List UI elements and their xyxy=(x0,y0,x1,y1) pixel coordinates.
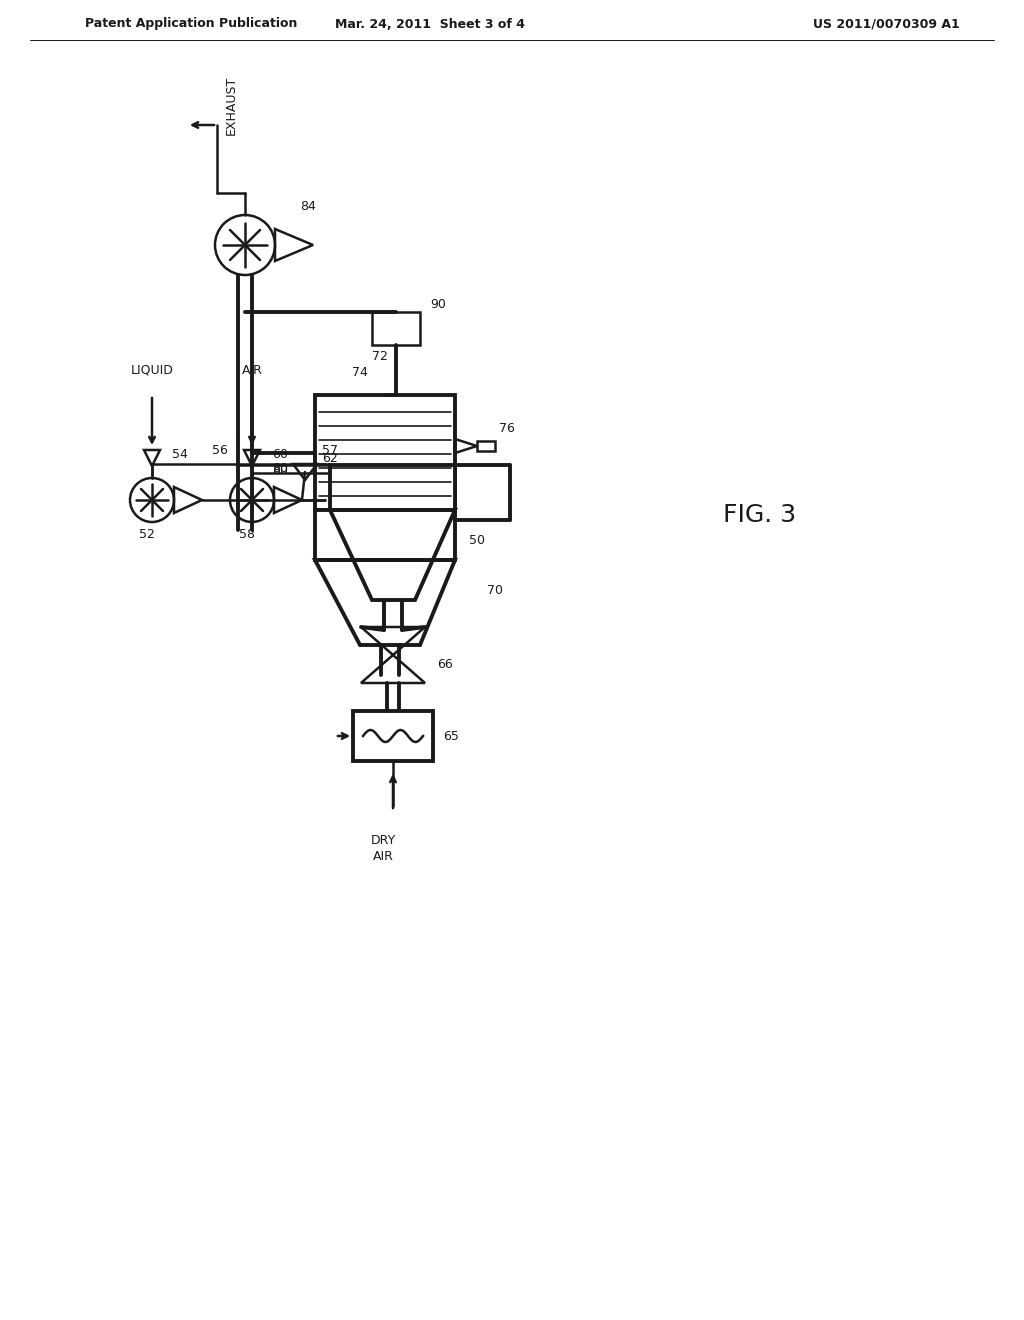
Bar xyxy=(315,395,455,510)
Text: DRY: DRY xyxy=(371,834,395,847)
Bar xyxy=(353,711,433,762)
Text: 72: 72 xyxy=(372,351,388,363)
Bar xyxy=(330,465,455,510)
Text: 70: 70 xyxy=(487,583,503,597)
Text: 58: 58 xyxy=(239,528,255,540)
Text: AIR: AIR xyxy=(242,363,262,376)
Text: 76: 76 xyxy=(499,421,515,434)
Text: EXHAUST: EXHAUST xyxy=(225,75,238,135)
Text: 80: 80 xyxy=(272,465,288,478)
Text: 50: 50 xyxy=(469,533,485,546)
Text: 66: 66 xyxy=(437,659,453,672)
Text: LIQUID: LIQUID xyxy=(131,363,173,376)
Bar xyxy=(477,441,495,451)
Text: 62: 62 xyxy=(323,451,338,465)
Text: FIG. 3: FIG. 3 xyxy=(723,503,797,527)
Text: Mar. 24, 2011  Sheet 3 of 4: Mar. 24, 2011 Sheet 3 of 4 xyxy=(335,17,525,30)
Text: AIR: AIR xyxy=(373,850,393,862)
Text: 74: 74 xyxy=(352,367,368,380)
Text: 54: 54 xyxy=(172,447,188,461)
Bar xyxy=(372,312,420,345)
Text: 90: 90 xyxy=(430,297,445,310)
Text: 57: 57 xyxy=(322,444,338,457)
Bar xyxy=(315,510,455,560)
Text: US 2011/0070309 A1: US 2011/0070309 A1 xyxy=(813,17,961,30)
Text: 56: 56 xyxy=(212,444,228,457)
Text: Patent Application Publication: Patent Application Publication xyxy=(85,17,297,30)
Text: 84: 84 xyxy=(300,201,315,214)
Text: 80: 80 xyxy=(272,462,288,475)
Text: 60: 60 xyxy=(272,447,288,461)
Text: 52: 52 xyxy=(139,528,155,540)
Text: 65: 65 xyxy=(443,730,459,742)
